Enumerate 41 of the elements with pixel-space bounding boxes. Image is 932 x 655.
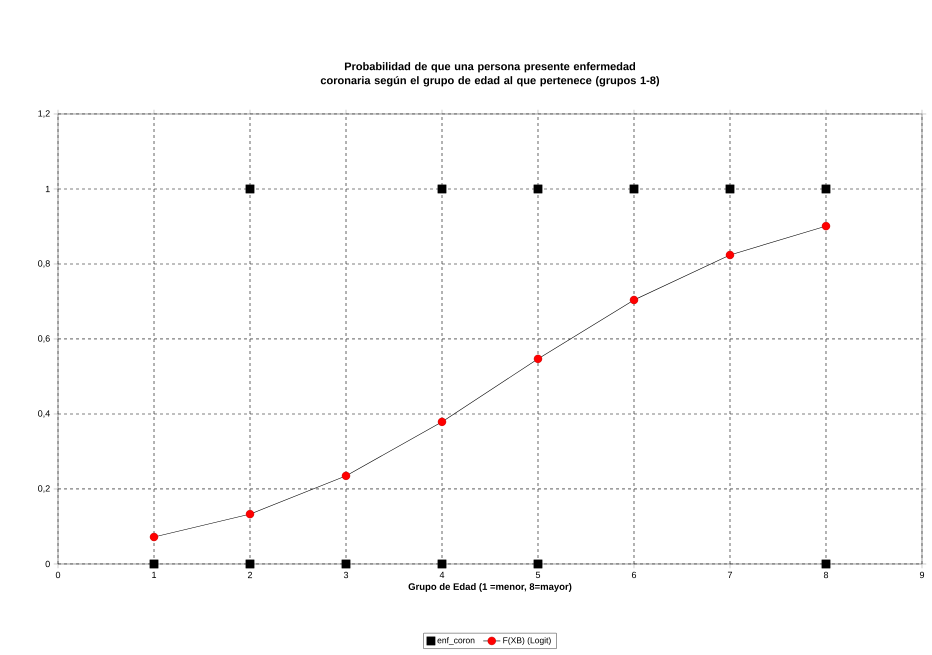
x-tick-label: 6 <box>632 572 636 578</box>
point <box>342 560 350 568</box>
point <box>726 184 734 194</box>
point <box>246 510 254 518</box>
point <box>534 184 542 194</box>
point <box>534 560 542 568</box>
y-tick-label: 0 <box>46 560 50 568</box>
y-tick-label: 1 <box>46 186 50 192</box>
chart-title: Probabilidad de que una persona presente enfermedad coronaria según el grupo de edad al que pertenece (grupos 1-8) <box>320 62 660 86</box>
point <box>438 418 446 426</box>
x-tick-label: 2 <box>248 572 252 578</box>
legend-label: enf_coron <box>438 637 474 645</box>
x-tick-label: 7 <box>728 572 732 578</box>
point <box>630 296 638 304</box>
y-tick-label: 0,6 <box>38 335 50 343</box>
point <box>630 184 638 194</box>
point <box>822 560 830 568</box>
point <box>726 250 734 260</box>
point <box>342 472 350 480</box>
y-tick-label: 0,2 <box>38 485 50 493</box>
x-tick-label: 4 <box>440 572 444 578</box>
x-tick-label: 0 <box>56 572 60 578</box>
y-tick-label: 0,4 <box>38 410 50 418</box>
point <box>246 560 254 568</box>
point <box>150 532 158 542</box>
x-axis-title: Grupo de Edad (1 =menor, 8=mayor) <box>408 583 572 592</box>
y-tick-label: 1,2 <box>38 110 50 118</box>
point <box>150 560 158 568</box>
x-tick-label: 9 <box>920 572 924 578</box>
x-tick-label: 8 <box>824 572 828 578</box>
legend-label: F(XB) (Logit) <box>503 637 551 646</box>
y-tick-label: 0,8 <box>38 260 50 268</box>
point <box>534 354 542 364</box>
x-tick-label: 3 <box>344 572 348 578</box>
point <box>822 184 830 194</box>
point <box>246 184 254 194</box>
x-tick-label: 1 <box>152 572 156 578</box>
point <box>438 184 446 194</box>
x-tick-label: 5 <box>536 572 540 578</box>
point <box>822 222 830 230</box>
point <box>438 560 446 568</box>
